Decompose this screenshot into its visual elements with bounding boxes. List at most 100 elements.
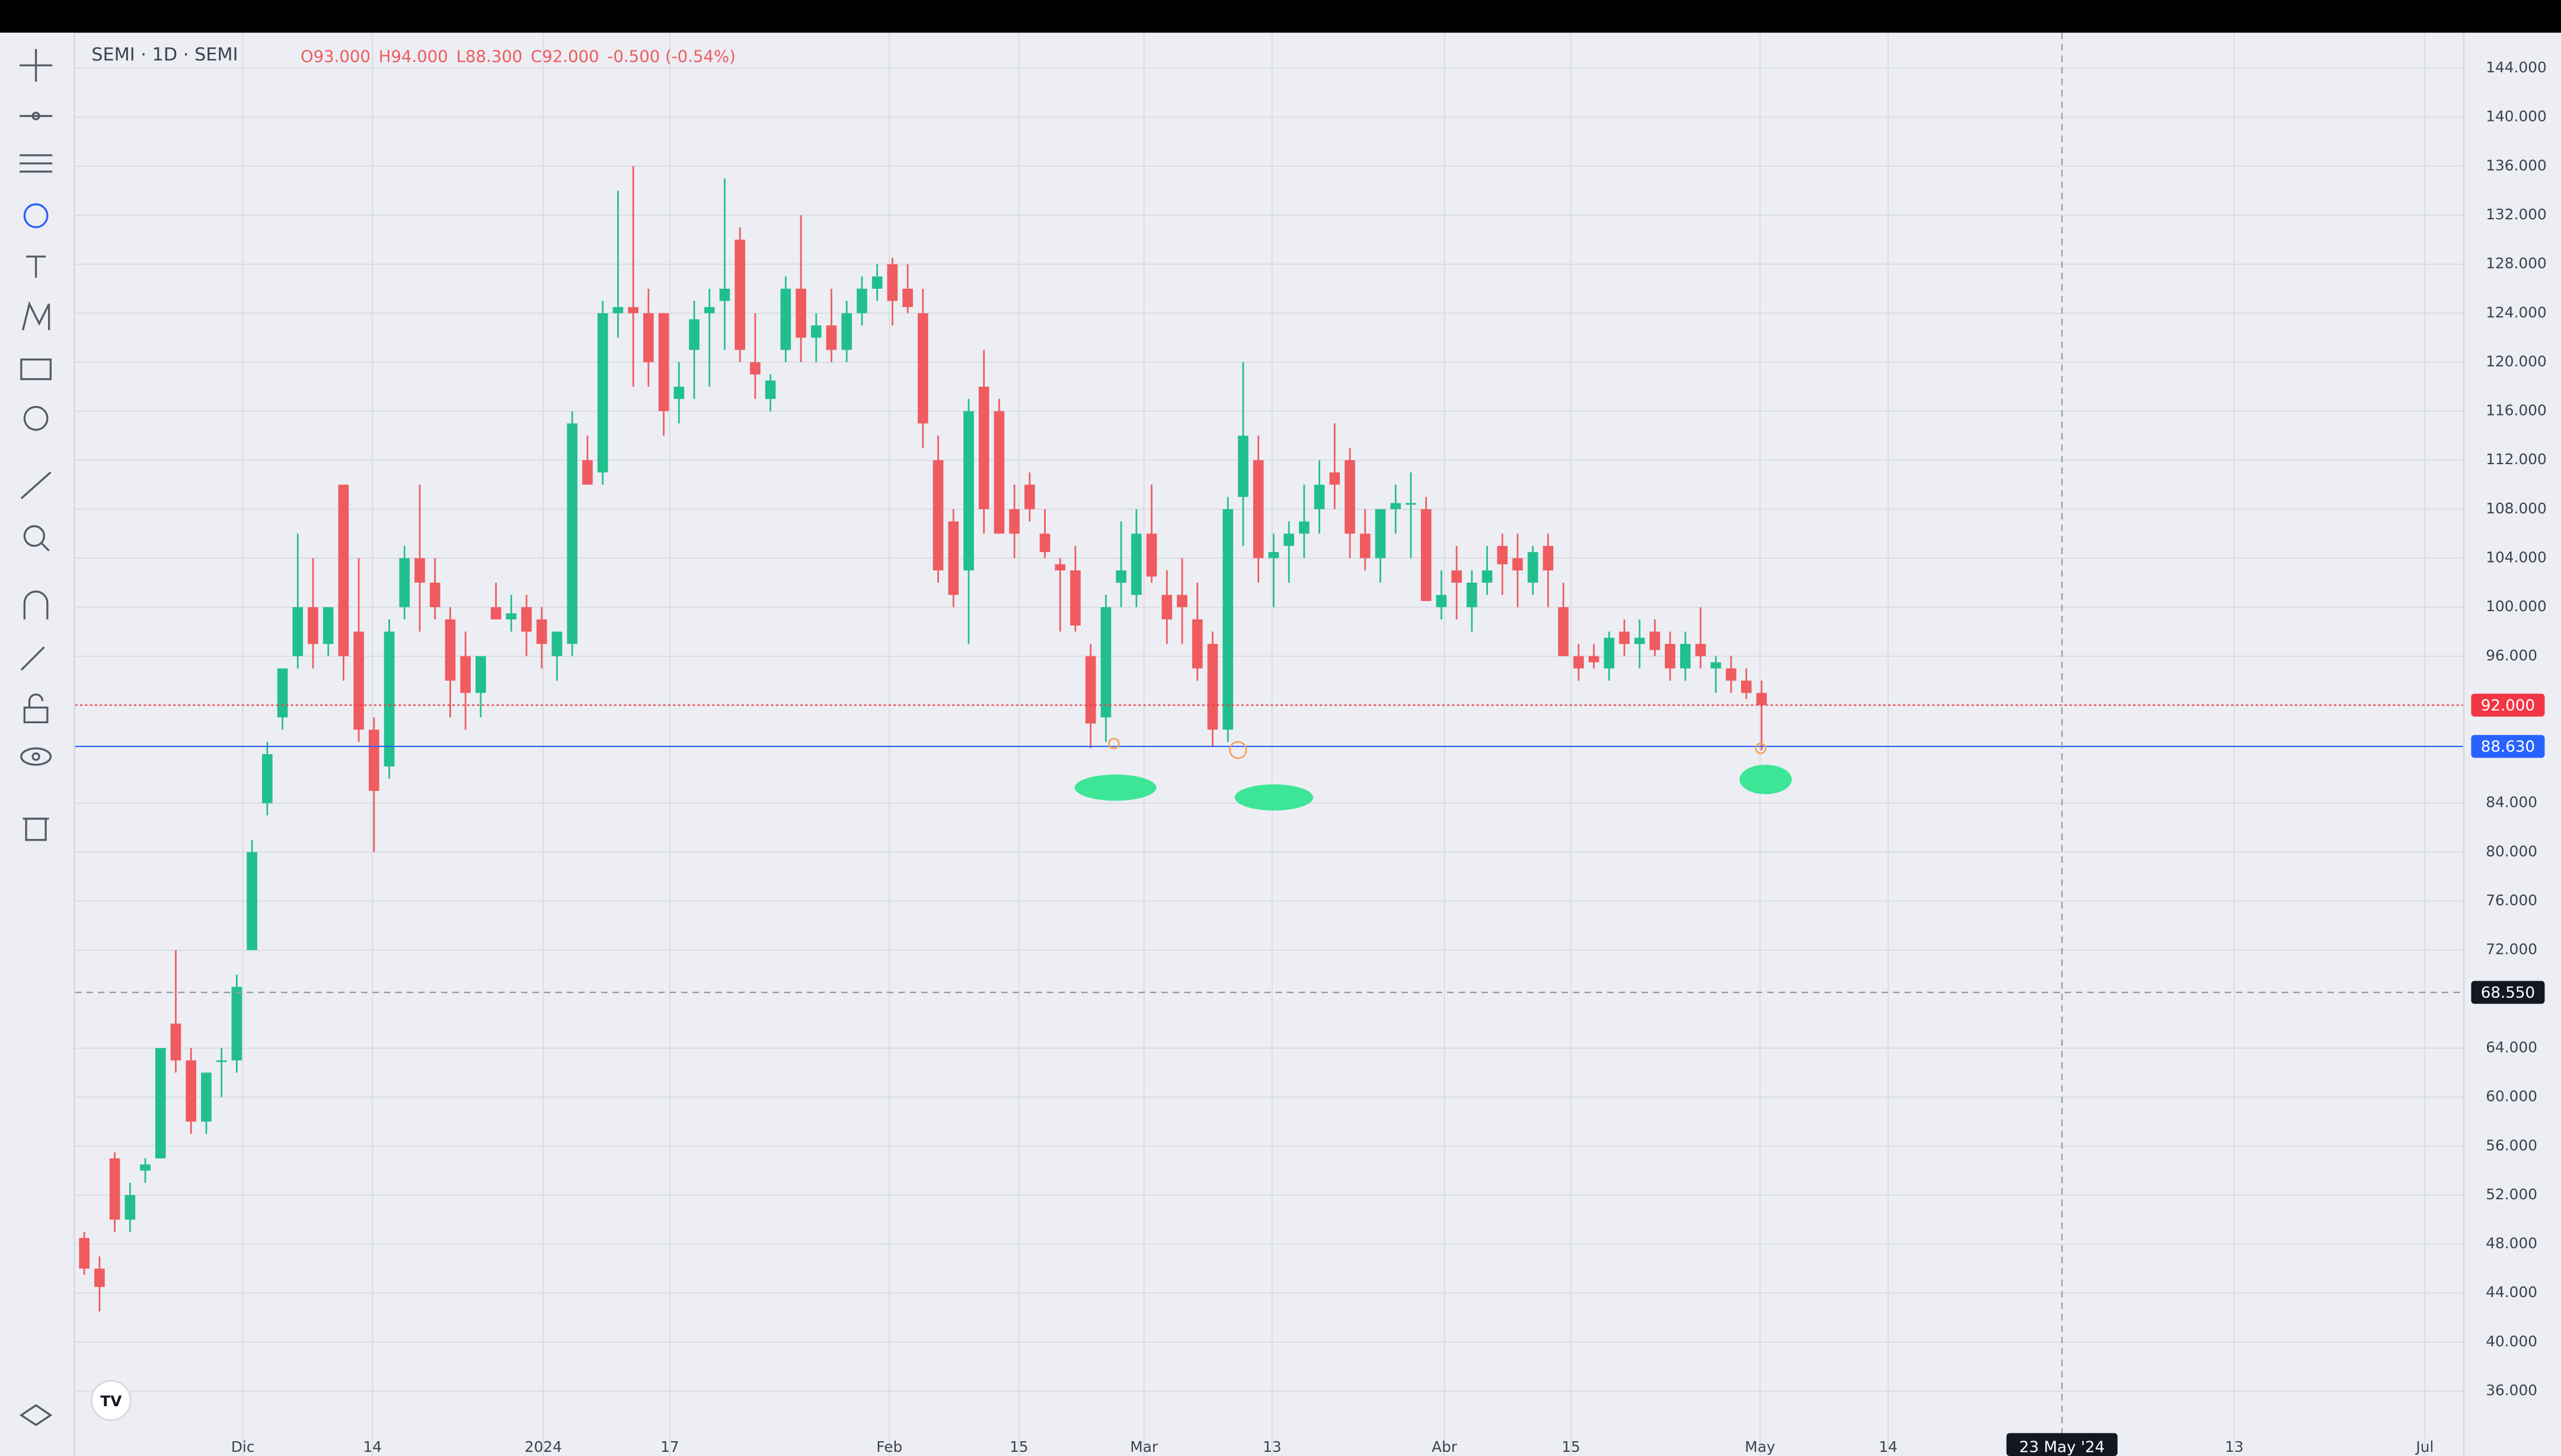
- price-label: 88.630: [2481, 738, 2536, 756]
- y-tick-label: 132.000: [2486, 206, 2547, 223]
- tool-fib[interactable]: [20, 154, 53, 173]
- candle-body: [94, 1268, 105, 1287]
- candle-body: [1177, 595, 1187, 608]
- candle-body: [1497, 545, 1508, 564]
- x-tick-label: Dic: [231, 1438, 255, 1455]
- crosshair-y-box: [2471, 981, 2545, 1004]
- candle-body: [933, 460, 944, 571]
- candle-body: [109, 1158, 120, 1220]
- tool-lock[interactable]: [23, 693, 49, 724]
- candle-body: [1741, 681, 1752, 693]
- candle-body: [1604, 637, 1615, 669]
- marks: [75, 33, 2463, 1456]
- x-tick-label: 15: [1561, 1438, 1580, 1455]
- candle-body: [658, 313, 669, 411]
- tool-ruler[interactable]: [20, 471, 52, 499]
- highlight: [1234, 784, 1314, 811]
- candle-body: [1283, 534, 1294, 546]
- candle-body: [490, 607, 502, 620]
- price-label-box: [2471, 735, 2545, 758]
- tool-xabcd[interactable]: [21, 301, 50, 331]
- candle-body: [247, 852, 257, 950]
- toolbar: TV: [0, 33, 132, 1456]
- candle-body: [140, 1164, 151, 1171]
- candle-body: [841, 313, 852, 350]
- x-tick-label: 15: [1010, 1438, 1029, 1455]
- candle-body: [322, 607, 334, 644]
- candle-body: [231, 986, 242, 1061]
- tool-visibility[interactable]: [20, 747, 52, 766]
- logo[interactable]: [90, 1380, 132, 1421]
- tool-magnet[interactable]: [23, 590, 49, 620]
- low-marker: [1755, 742, 1767, 755]
- tool-delete[interactable]: [23, 818, 49, 841]
- candle-body: [978, 387, 989, 509]
- candle-body: [124, 1195, 136, 1220]
- candle-body: [475, 656, 486, 693]
- candle-body: [948, 521, 959, 595]
- tool-pattern[interactable]: [23, 203, 49, 228]
- y-tick-label: 128.000: [2486, 255, 2547, 272]
- candle-body: [201, 1072, 212, 1122]
- grid: [75, 33, 2463, 1456]
- tool-range[interactable]: [20, 358, 52, 381]
- candle-body: [1299, 521, 1310, 534]
- candle-body: [750, 362, 761, 375]
- x-tick-label: 13: [2225, 1438, 2244, 1455]
- candle-body: [1543, 545, 1554, 571]
- y-tick-label: 116.000: [2486, 402, 2547, 419]
- candle-body: [1024, 484, 1035, 509]
- candle-body: [1314, 484, 1325, 509]
- candle-body: [1665, 644, 1676, 669]
- candle-body: [1406, 503, 1416, 505]
- y-tick-label: 120.000: [2486, 353, 2547, 370]
- candle-body: [902, 288, 913, 307]
- tool-text[interactable]: [26, 256, 46, 278]
- candle-body: [1222, 509, 1234, 730]
- price-label-box: [2471, 694, 2545, 717]
- y-tick-label: 100.000: [2486, 598, 2547, 615]
- candle-body: [155, 1048, 166, 1158]
- candle-body: [887, 264, 898, 301]
- x-tick-label: 14: [363, 1438, 382, 1455]
- candle-body: [1466, 582, 1477, 608]
- candle-body: [1359, 534, 1371, 558]
- tool-line[interactable]: [20, 111, 53, 120]
- y-tick-label: 136.000: [2486, 157, 2547, 174]
- crosshair-x-label: 23 May '24: [2019, 1439, 2105, 1456]
- y-tick-label: 144.000: [2486, 59, 2547, 76]
- tool-layers[interactable]: [19, 1404, 53, 1426]
- candle-body: [1238, 435, 1248, 497]
- candle-body: [1527, 552, 1538, 583]
- legend: O93.000 H94.000 L88.300 C92.000 -0.500 (-0.5…: [301, 47, 736, 66]
- candle-body: [1558, 607, 1569, 656]
- candle-body: [1055, 564, 1066, 571]
- candle-body: [1131, 534, 1142, 595]
- candle-body: [597, 313, 608, 472]
- tool-crosshair[interactable]: [20, 49, 53, 82]
- tool-draw-mode[interactable]: [20, 646, 45, 671]
- candle-body: [170, 1023, 181, 1061]
- x-tick-label: Mar: [1130, 1438, 1158, 1455]
- candle-body: [1207, 644, 1218, 730]
- candle-body: [918, 313, 928, 424]
- y-tick-label: 76.000: [2486, 892, 2537, 909]
- low-marker: [1108, 737, 1120, 749]
- candle-body: [1680, 644, 1691, 669]
- y-tick-label: 52.000: [2486, 1186, 2537, 1203]
- candle-body: [277, 668, 288, 718]
- legend-item: L88.300: [456, 47, 523, 66]
- tool-zoom[interactable]: [23, 525, 50, 552]
- x-tick-label: 17: [660, 1438, 679, 1455]
- candle-body: [308, 607, 318, 644]
- y-tick-label: 40.000: [2486, 1333, 2537, 1350]
- candle-body: [1420, 509, 1432, 601]
- tool-emoji[interactable]: [23, 405, 49, 431]
- candle-body: [689, 319, 700, 350]
- y-tick-label: 124.000: [2486, 304, 2547, 321]
- candle-body: [429, 582, 440, 608]
- candle-body: [369, 729, 379, 791]
- y-tick-label: 104.000: [2486, 549, 2547, 566]
- candle-body: [1588, 656, 1599, 663]
- candle-body: [1085, 656, 1096, 724]
